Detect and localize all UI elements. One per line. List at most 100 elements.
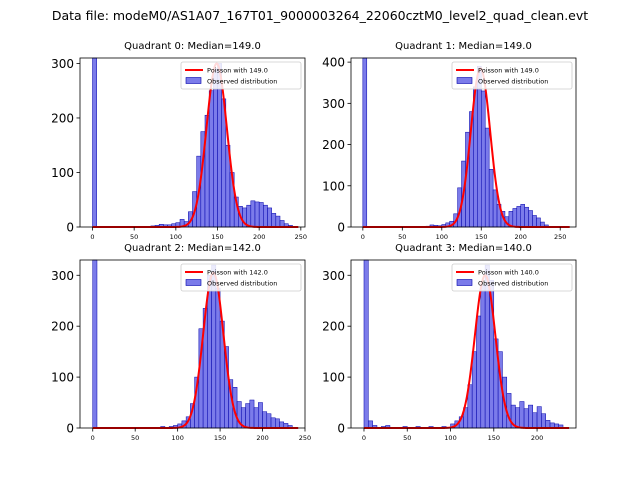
quadrant-2-bar-25 [266, 413, 272, 429]
quadrant-3-bar-28 [532, 412, 538, 429]
quadrant-2-panel: Quadrant 2: Median=142.0 0 50 100 150 200 250 0… [51, 243, 311, 442]
quadrant-0-bar-26 [254, 201, 260, 228]
quadrant-3-bar-31 [545, 420, 551, 429]
quadrant-1-title: Quadrant 1: Median=149.0 [395, 41, 532, 52]
quadrant-2-bar-13 [215, 287, 221, 429]
quadrant-3-bar-14 [471, 351, 477, 429]
quadrant-0-bar-27 [258, 202, 264, 228]
quadrant-2-xtick-label-200: 200 [256, 434, 268, 442]
quadrant-3-xtick-label-0: 0 [362, 434, 366, 442]
quadrant-1-bar-16 [484, 127, 490, 228]
quadrant-2-bar-27 [275, 418, 280, 429]
quadrant-2-ytick-label-100: 100 [51, 371, 74, 385]
quadrant-2-xtick-label-100: 100 [171, 434, 183, 442]
quadrant-3-bar-0 [363, 259, 369, 429]
quadrant-0-bar-25 [250, 200, 256, 228]
quadrant-0-title: Quadrant 0: Median=149.0 [124, 41, 261, 52]
quadrant-3-bar-1 [368, 420, 373, 429]
quadrant-3-ytick-label-300: 300 [322, 269, 345, 283]
quadrant-2-bar-24 [262, 411, 268, 429]
quadrant-1-bar-17 [488, 169, 494, 228]
quadrant-3-ytick-label-100: 100 [322, 371, 345, 385]
quadrant-2-ytick-label-300: 300 [51, 269, 74, 283]
quadrant-3-axes-frame [350, 259, 577, 429]
quadrant-1-bar-24 [516, 206, 521, 228]
quadrant-3-xtick-label-100: 100 [444, 434, 456, 442]
quadrant-2-legend: Poisson with 142.0 Observed distribution [180, 263, 302, 292]
quadrant-0-xtick-label-100: 100 [170, 233, 182, 241]
quadrant-0-ytick-label-200: 200 [51, 111, 74, 125]
figure-title: Data file: modeM0/AS1A07_167T01_90000032… [52, 8, 588, 23]
quadrant-0-legend-bar-swatch [185, 77, 202, 84]
quadrant-1-xtick-label-150: 150 [475, 233, 487, 241]
quadrant-1-xtick-label-250: 250 [554, 233, 566, 241]
quadrant-0-bar-31 [275, 215, 281, 228]
quadrant-1-ytick-label-400: 400 [322, 56, 345, 70]
quadrant-1-xtick-label-0: 0 [361, 233, 365, 241]
quadrant-3-legend: Poisson with 140.0 Observed distribution [451, 263, 573, 292]
quadrant-0-ytick-label-0: 0 [66, 221, 74, 235]
quadrant-0-bar-16 [213, 68, 218, 228]
quadrant-3-legend-bar-label: Observed distribution [478, 280, 548, 288]
quadrant-2-bar-20 [245, 403, 251, 429]
quadrant-1-bar-18 [492, 189, 498, 228]
quadrant-0-panel: Quadrant 0: Median=149.0 0 50 100 150 200 250 0… [51, 41, 307, 241]
quadrant-2-xtick-label-150: 150 [214, 434, 226, 442]
quadrant-3-bar-29 [536, 406, 542, 429]
quadrant-3-bar-15 [476, 315, 482, 429]
quadrant-3-bar-16 [480, 285, 486, 429]
quadrant-3-ytick-label-200: 200 [322, 320, 345, 334]
quadrant-1-xtick-label-50: 50 [398, 233, 406, 241]
quadrant-0-xtick-label-50: 50 [130, 233, 138, 241]
quadrant-0-legend-bar-label: Observed distribution [207, 78, 277, 86]
quadrant-3-bar-27 [528, 404, 533, 429]
quadrant-0-legend-box [180, 61, 302, 90]
quadrant-0-xtick-label-150: 150 [211, 233, 223, 241]
panels: Quadrant 0: Median=149.0 0 50 100 150 200 250 0… [51, 41, 577, 442]
quadrant-1-bar-26 [524, 206, 529, 228]
quadrant-0-bar-15 [208, 90, 214, 228]
quadrant-2-bar-22 [253, 407, 259, 429]
quadrant-0-bar-24 [246, 204, 252, 228]
quadrant-3-legend-curve-label: Poisson with 140.0 [478, 269, 539, 277]
quadrant-2-legend-bar-label: Observed distribution [207, 280, 277, 288]
quadrant-0-bar-30 [271, 213, 277, 228]
quadrant-1-bar-15 [481, 90, 486, 228]
quadrant-2-xtick-label-250: 250 [299, 434, 311, 442]
quadrant-1-xtick-label-100: 100 [436, 233, 448, 241]
quadrant-3-bar-30 [541, 413, 546, 429]
quadrant-1-ytick-label-100: 100 [322, 179, 345, 193]
quadrant-2-ytick-label-0: 0 [66, 422, 74, 436]
quadrant-2-bar-26 [270, 417, 276, 429]
quadrant-1-bar-25 [520, 204, 525, 228]
quadrant-1-legend-box [451, 61, 573, 90]
quadrant-0-axes-frame [79, 57, 306, 228]
quadrant-1-panel: Quadrant 1: Median=149.0 0 50 100 150 200 250 0… [322, 41, 577, 241]
quadrant-1-bar-28 [532, 215, 537, 228]
quadrant-0-ytick-label-100: 100 [51, 166, 74, 180]
quadrant-2-bar-21 [249, 399, 255, 429]
quadrant-2-axes-frame [79, 259, 306, 429]
quadrant-3-xtick-label-150: 150 [488, 434, 500, 442]
quadrant-3-panel: Quadrant 3: Median=140.0 0 50 100 150 200 0 100… [322, 243, 577, 442]
quadrant-1-axes-frame [350, 57, 577, 228]
quadrant-0-legend-curve-label: Poisson with 149.0 [207, 67, 268, 75]
quadrant-0-ytick-label-300: 300 [51, 57, 74, 71]
quadrant-3-xtick-label-50: 50 [403, 434, 411, 442]
quadrant-0-bar-28 [263, 204, 268, 228]
quadrant-3-xtick-label-200: 200 [531, 434, 543, 442]
quadrant-0-xtick-label-0: 0 [90, 233, 94, 241]
quadrant-1-legend-bar-swatch [456, 77, 473, 84]
quadrant-3-title: Quadrant 3: Median=140.0 [395, 243, 532, 254]
quadrant-0-bar-0 [92, 57, 97, 228]
quadrant-1-legend-bar-label: Observed distribution [478, 78, 548, 86]
quadrant-2-xtick-label-0: 0 [91, 434, 95, 442]
quadrant-1-bar-29 [536, 217, 541, 228]
quadrant-1-bar-27 [528, 210, 533, 228]
quadrant-0-legend: Poisson with 149.0 Observed distribution [180, 61, 302, 90]
quadrant-1-bar-23 [512, 208, 518, 228]
quadrant-2-xtick-label-50: 50 [131, 434, 139, 442]
quadrant-2-legend-curve-label: Poisson with 142.0 [207, 269, 268, 277]
quadrant-0-xtick-label-250: 250 [295, 233, 307, 241]
